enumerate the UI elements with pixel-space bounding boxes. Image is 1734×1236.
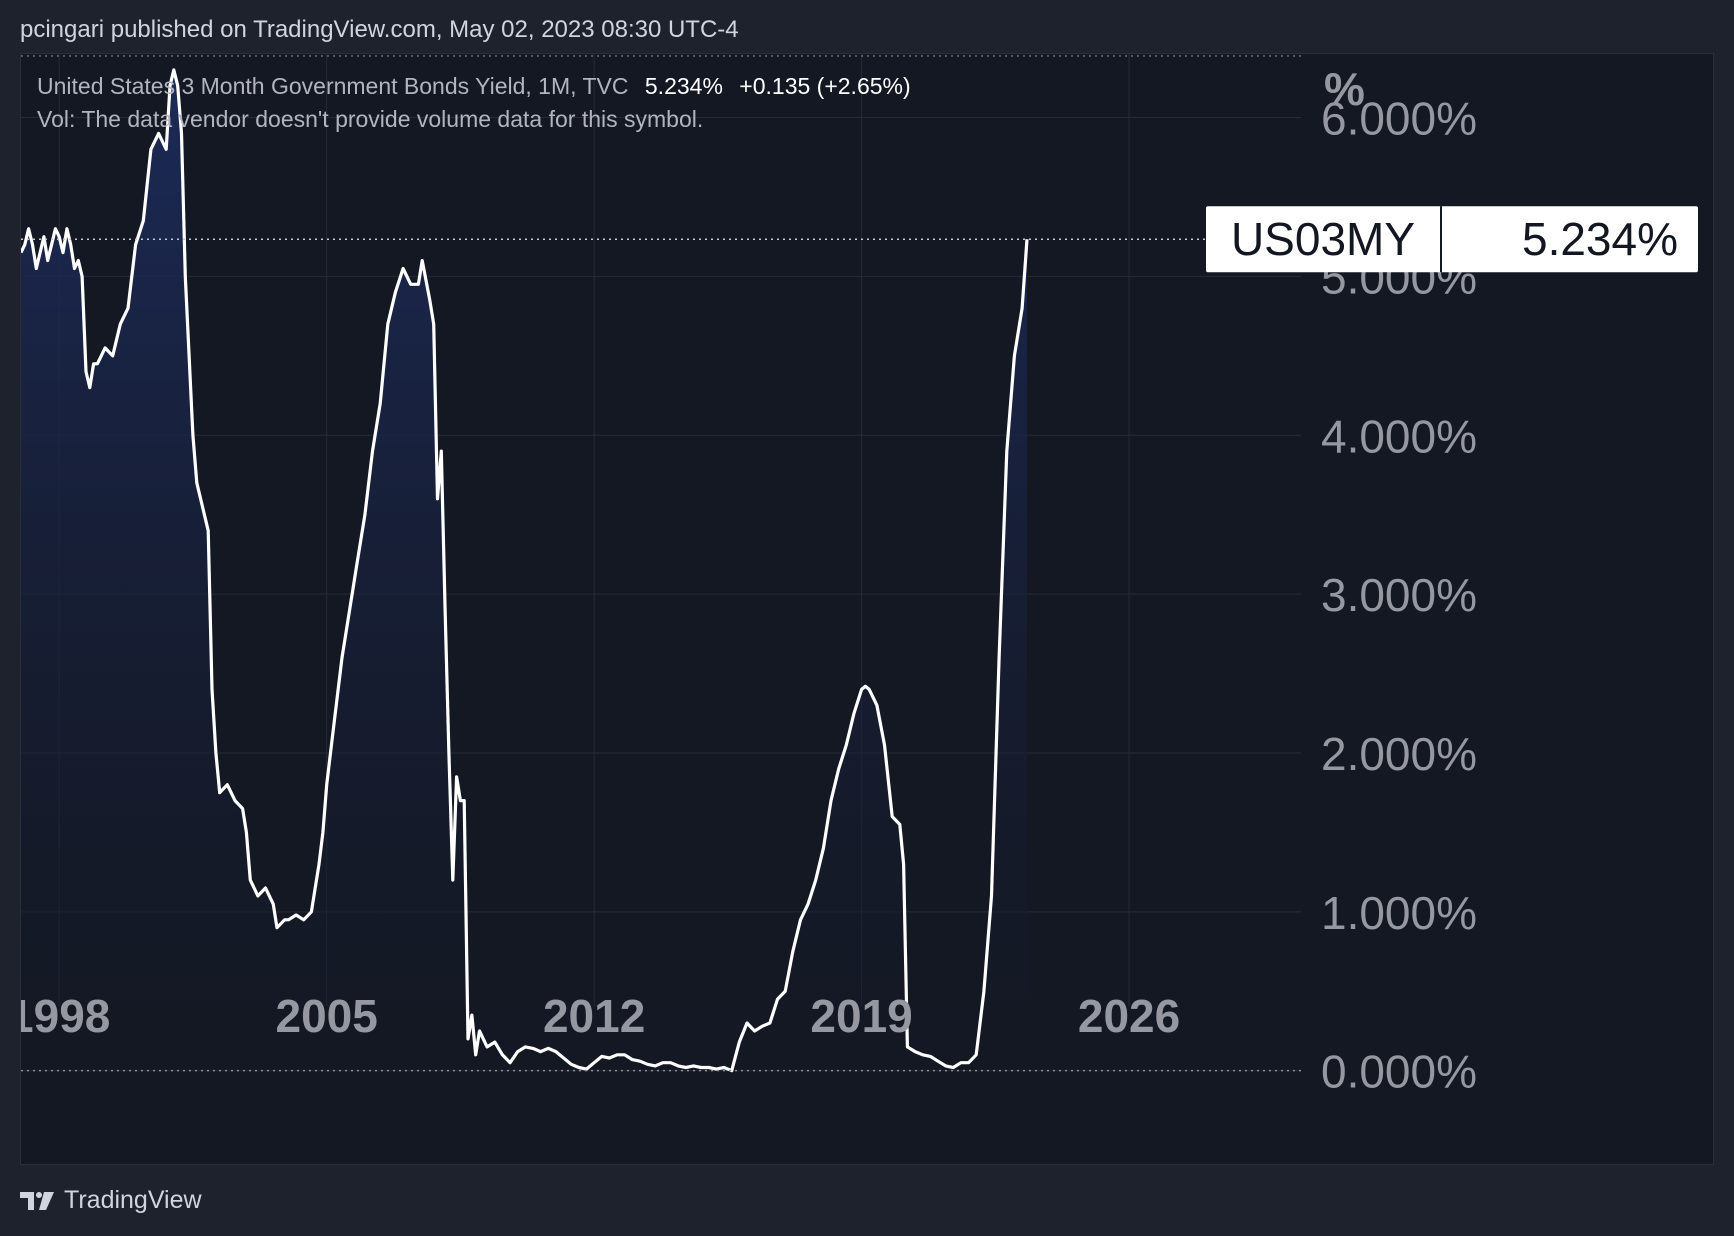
last-value: 5.234% [644,73,723,99]
x-axis: 1998 2005 2012 2019 2026 [21,990,1180,1042]
reference-lines [21,55,1301,1072]
x-tick-label: 2005 [275,990,377,1042]
x-tick-label: 2026 [1078,990,1180,1042]
y-tick-label: 4.000% [1321,410,1477,462]
price-badge: US03MY 5.234% [1206,206,1698,273]
y-tick-label: 0.000% [1321,1046,1477,1098]
chart-panel[interactable]: 0.000% 1.000% 2.000% 3.000% 4.000% 5.000% 6.00… [20,53,1714,1165]
x-tick-label: 1998 [21,990,110,1042]
x-tick-label: 2012 [543,990,645,1042]
chart-canvas[interactable]: 0.000%1.000%2.000%3.000%4.000%5.000%6.00… [21,54,1714,1165]
footer-logo[interactable]: TradingView [20,1186,202,1215]
change-value: +0.135 (+2.65%) [739,73,911,99]
series-area-fill [21,69,1027,1071]
badge-background [1206,206,1698,273]
x-tick-label: 2019 [810,990,912,1042]
volume-note: Vol: The data vendor doesn't provide vol… [37,106,704,132]
y-tick-label: 1.000% [1321,887,1477,939]
y-tick-label: 3.000% [1321,569,1477,621]
publish-line: pcingari published on TradingView.com, M… [20,16,739,43]
legend-symbol-row: United States 3 Month Government Bonds Y… [37,70,911,103]
legend: United States 3 Month Government Bonds Y… [37,70,911,136]
tradingview-logo-icon [20,1191,54,1210]
y-tick-label: 2.000% [1321,728,1477,780]
badge-ticker: US03MY [1231,213,1415,265]
footer-brand: TradingView [64,1186,202,1214]
area-layer [21,68,1029,1073]
series-line [21,68,1029,1073]
badge-value: 5.234% [1522,213,1678,265]
symbol-description[interactable]: United States 3 Month Government Bonds Y… [37,73,629,99]
y-axis-unit-label: % [1324,63,1365,115]
y-tick-label: 6.000% [1321,93,1477,145]
